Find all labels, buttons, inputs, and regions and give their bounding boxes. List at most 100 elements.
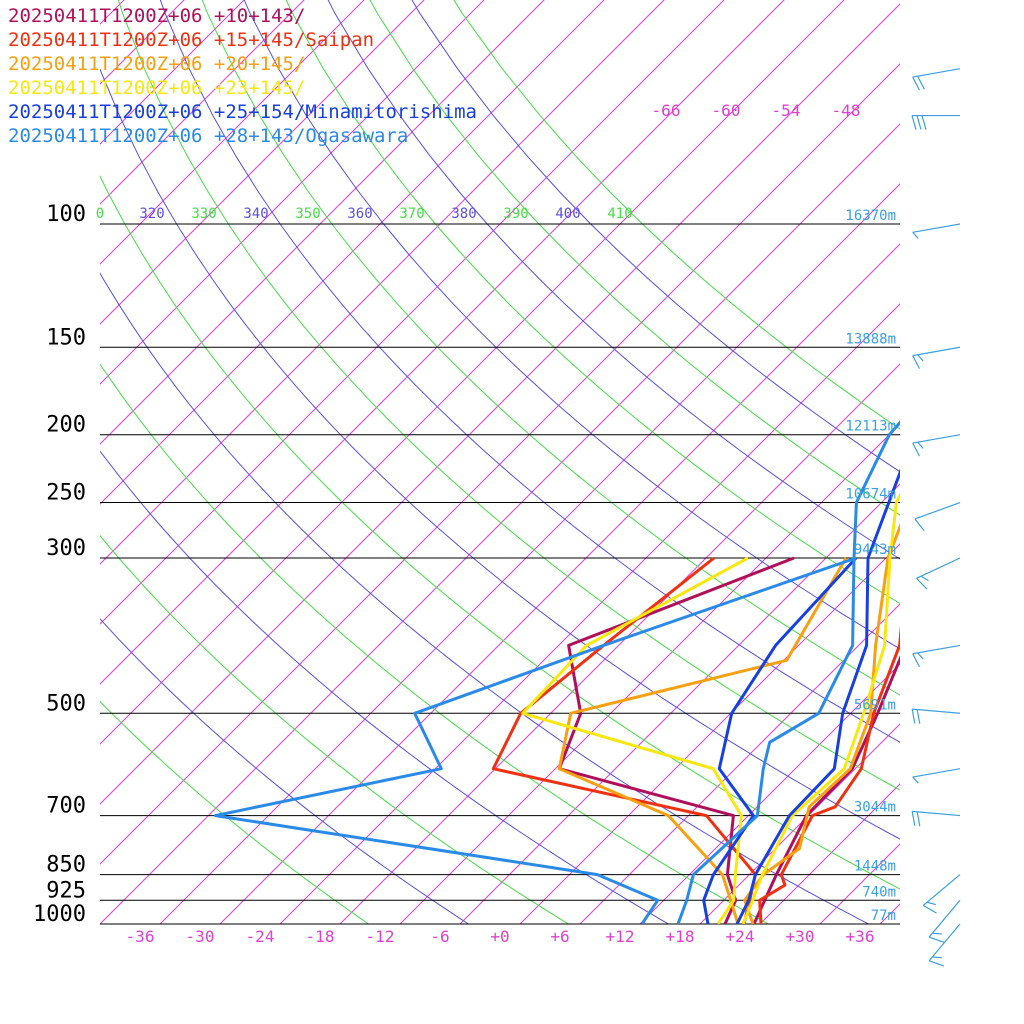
isotherm-line: [100, 0, 245, 145]
wind-barb: [912, 223, 961, 239]
temperature-tick: +12: [606, 927, 635, 946]
adiabat-line: [100, 534, 569, 924]
temperature-tick: +24: [726, 927, 755, 946]
isotherm-line: [1000, 0, 1024, 924]
wind-barb: [912, 346, 961, 369]
theta-label: 400: [555, 206, 580, 222]
upper-temperature-label: -48: [832, 101, 861, 120]
isotherm-line: [100, 0, 365, 265]
theta-label: 0: [96, 206, 104, 222]
temperature-tick: +36: [846, 927, 875, 946]
temperature-tick: +6: [550, 927, 569, 946]
temperature-tick: -12: [366, 927, 395, 946]
isotherm-line: [100, 0, 485, 385]
dewpoint-line: [557, 557, 848, 924]
wind-barb: [914, 501, 961, 532]
pressure-label: 925: [46, 878, 86, 903]
height-label: 10674m: [845, 487, 896, 503]
theta-label: 370: [399, 206, 424, 222]
isotherm-line: [699, 723, 900, 924]
temperature-line: [758, 625, 900, 924]
isotherm-line: [339, 363, 900, 924]
temperature-line: [676, 420, 900, 924]
adiabat-line: [100, 700, 369, 924]
pressure-label: 300: [46, 536, 86, 561]
height-label: 3044m: [854, 800, 896, 816]
wind-barbs: [911, 68, 961, 967]
isotherm-line: [579, 603, 900, 924]
isotherm-line: [519, 543, 900, 924]
wind-barb: [916, 557, 961, 590]
isotherm-line: [100, 0, 785, 685]
height-label: 77m: [871, 908, 896, 924]
pressure-label: 1000: [33, 902, 86, 927]
upper-temperature-label: -60: [712, 101, 741, 120]
isotherm-line: [940, 0, 1024, 924]
upper-temperature-label: -66: [652, 101, 681, 120]
isotherm-line: [279, 303, 900, 924]
isotherm-line: [100, 0, 725, 625]
upper-temperature-label: -54: [772, 101, 801, 120]
isotherm-line: [159, 183, 900, 924]
height-label: 12113m: [845, 419, 896, 435]
adiabat-line: [411, 0, 900, 473]
isotherm-line: [100, 0, 185, 85]
isotherm-line: [100, 0, 665, 565]
theta-label: 330: [191, 206, 216, 222]
temperature-line: [752, 655, 900, 924]
isotherm-line: [879, 903, 900, 924]
pressure-label: 200: [46, 413, 86, 438]
wind-barb: [912, 68, 961, 91]
pressure-label: 250: [46, 481, 86, 506]
isotherm-line: [100, 0, 545, 445]
wind-barb: [912, 434, 961, 457]
isotherm-line: [100, 0, 305, 205]
legend-entry: 20250411T1200Z+06 +10+143/: [8, 5, 305, 27]
legend-entry: 20250411T1200Z+06 +23+145/: [8, 77, 305, 99]
theta-label: 340: [243, 206, 268, 222]
theta-label: 410: [607, 206, 632, 222]
wind-barb: [911, 114, 960, 130]
adiabat-line: [100, 618, 469, 924]
height-label: 9443m: [854, 542, 896, 558]
dewpoint-line: [702, 556, 858, 924]
temperature-tick: +18: [666, 927, 695, 946]
legend-entry: 20250411T1200Z+06 +20+145/: [8, 53, 305, 75]
legend-entry: 20250411T1200Z+06 +15+145/Saipan: [8, 29, 374, 51]
height-label: 5691m: [854, 697, 896, 713]
wind-barb: [912, 768, 961, 784]
isotherm-line: [100, 123, 900, 924]
height-label: 13888m: [845, 331, 896, 347]
isotherm-line: [100, 3, 900, 805]
theta-label: 380: [451, 206, 476, 222]
legend-entry: 20250411T1200Z+06 +28+143/Ogasawara: [8, 125, 408, 147]
theta-label: 360: [347, 206, 372, 222]
isotherm-line: [639, 663, 900, 924]
isobar-lines: [100, 223, 900, 925]
theta-label: 390: [503, 206, 528, 222]
temperature-tick: +0: [490, 927, 509, 946]
pressure-label: 100: [46, 202, 86, 227]
wind-barb: [912, 644, 961, 668]
isotherm-line: [399, 423, 900, 924]
wind-barb: [928, 923, 961, 967]
height-label: 740m: [862, 884, 896, 900]
height-label: 16370m: [845, 208, 896, 224]
isotherm-line: [100, 63, 900, 865]
temperature-line: [735, 468, 900, 924]
wind-barb: [928, 899, 961, 943]
theta-label: 320: [139, 206, 164, 222]
wind-barb: [911, 708, 961, 724]
height-label: 1448m: [854, 859, 896, 875]
pressure-label: 850: [46, 853, 86, 878]
temperature-line: [741, 492, 900, 924]
isotherm-line: [100, 0, 845, 745]
adiabat-line: [327, 0, 900, 560]
isotherm-line: [100, 0, 425, 325]
wind-barb: [911, 810, 961, 827]
pressure-label: 150: [46, 325, 86, 350]
isotherm-line: [219, 243, 900, 924]
sounding-series: [213, 420, 900, 924]
